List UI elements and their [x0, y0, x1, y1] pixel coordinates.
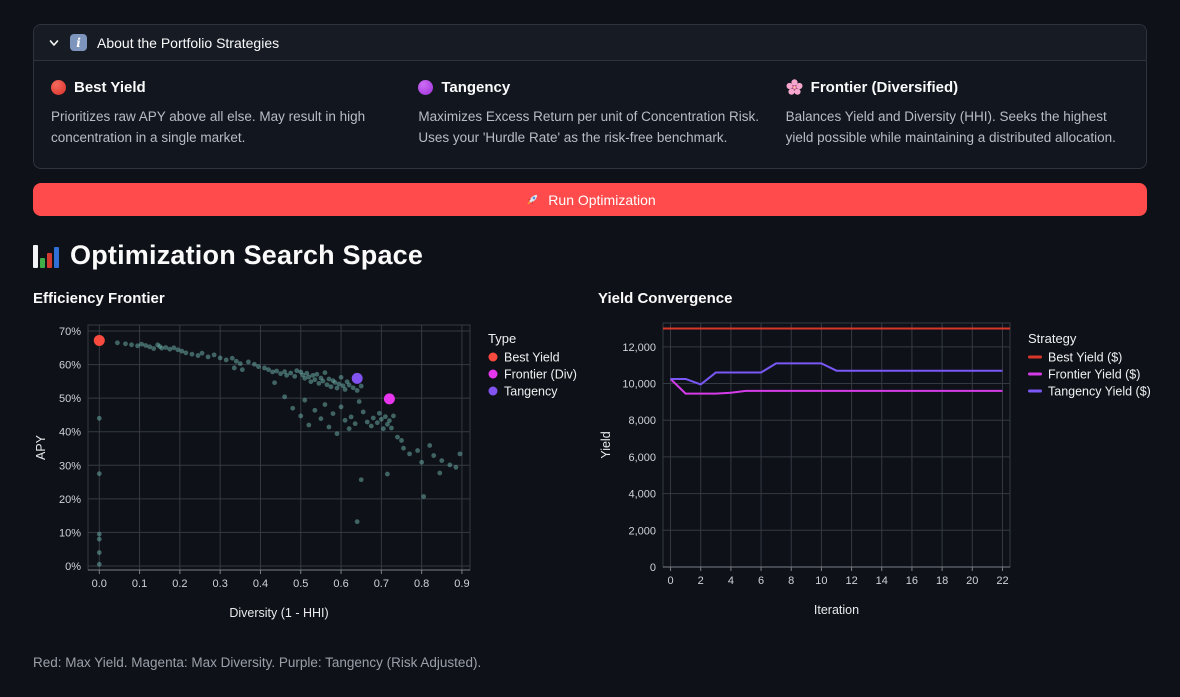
svg-text:60%: 60% [59, 360, 81, 372]
svg-text:0.1: 0.1 [132, 578, 147, 590]
svg-text:Strategy: Strategy [1028, 331, 1077, 346]
svg-text:Frontier (Div): Frontier (Div) [504, 368, 577, 382]
svg-text:Best Yield ($): Best Yield ($) [1048, 351, 1122, 365]
caption: Red: Max Yield. Magenta: Max Diversity. … [33, 655, 482, 670]
svg-text:50%: 50% [59, 393, 81, 405]
chevron-down-icon [48, 37, 60, 49]
svg-text:0%: 0% [65, 561, 81, 573]
svg-text:22: 22 [996, 575, 1008, 587]
rocket-icon [524, 192, 540, 208]
strategy-columns: Best Yield Prioritizes raw APY above all… [34, 61, 1146, 168]
svg-text:Best Yield: Best Yield [504, 351, 560, 365]
strategy-description: Prioritizes raw APY above all else. May … [51, 109, 366, 145]
svg-text:20%: 20% [59, 494, 81, 506]
run-button-label: Run Optimization [548, 191, 656, 208]
svg-text:0.2: 0.2 [172, 578, 187, 590]
svg-text:8: 8 [788, 575, 794, 587]
svg-text:Type: Type [488, 331, 516, 346]
yield-convergence-chart[interactable]: 0 2 4 6 8 10 12 14 16 18 20 22 0 2,000 4,000 6,000 8,000… [598, 318, 1173, 648]
svg-text:6,000: 6,000 [628, 452, 656, 464]
about-expander: i About the Portfolio Strategies Best Yi… [33, 24, 1147, 170]
strategy-title: Tangency [441, 79, 511, 96]
strategy-column-frontier: Frontier (Diversified) Balances Yield an… [786, 77, 1129, 148]
svg-text:12,000: 12,000 [622, 342, 656, 354]
strategy-column-tangency: Tangency Maximizes Excess Return per uni… [418, 77, 761, 148]
svg-text:0: 0 [667, 575, 673, 587]
svg-text:0.3: 0.3 [213, 578, 228, 590]
svg-text:Diversity (1 - HHI): Diversity (1 - HHI) [229, 606, 328, 620]
strategy-title: Best Yield [74, 79, 146, 96]
svg-text:10,000: 10,000 [622, 379, 656, 391]
svg-text:0.4: 0.4 [253, 578, 268, 590]
svg-text:2,000: 2,000 [628, 525, 656, 537]
svg-text:20: 20 [966, 575, 978, 587]
svg-text:APY: APY [34, 434, 48, 460]
strategy-column-best-yield: Best Yield Prioritizes raw APY above all… [51, 77, 394, 148]
page-title-text: Optimization Search Space [70, 240, 424, 270]
info-icon: i [70, 34, 87, 51]
red-circle-icon [51, 80, 66, 95]
efficiency-frontier-title: Efficiency Frontier [33, 290, 165, 307]
svg-text:6: 6 [758, 575, 764, 587]
svg-text:10: 10 [815, 575, 827, 587]
svg-text:70%: 70% [59, 326, 81, 338]
svg-text:0.0: 0.0 [92, 578, 107, 590]
svg-text:8,000: 8,000 [628, 415, 656, 427]
svg-text:0.9: 0.9 [454, 578, 469, 590]
svg-text:40%: 40% [59, 427, 81, 439]
svg-text:Iteration: Iteration [814, 603, 859, 617]
bar-chart-icon [33, 244, 59, 268]
svg-text:4,000: 4,000 [628, 489, 656, 501]
svg-text:Yield: Yield [599, 431, 613, 458]
svg-text:18: 18 [936, 575, 948, 587]
svg-text:10%: 10% [59, 527, 81, 539]
svg-text:0.8: 0.8 [414, 578, 429, 590]
expander-title: About the Portfolio Strategies [97, 34, 280, 51]
about-expander-header[interactable]: i About the Portfolio Strategies [34, 25, 1146, 61]
svg-text:2: 2 [698, 575, 704, 587]
cherry-blossom-icon [786, 79, 803, 96]
purple-circle-icon [418, 80, 434, 95]
efficiency-frontier-chart[interactable]: 0.0 0.1 0.2 0.3 0.4 0.5 0.6 0.7 0.8 0.9 0% 10% 20% 30… [33, 318, 588, 648]
svg-text:16: 16 [906, 575, 918, 587]
svg-text:30%: 30% [59, 460, 81, 472]
yield-convergence-title: Yield Convergence [598, 290, 733, 307]
svg-text:0: 0 [650, 562, 656, 574]
svg-text:Tangency Yield ($): Tangency Yield ($) [1048, 385, 1151, 399]
page-title: Optimization Search Space [33, 240, 423, 271]
svg-text:12: 12 [845, 575, 857, 587]
svg-text:Tangency: Tangency [504, 385, 558, 399]
svg-text:14: 14 [876, 575, 888, 587]
strategy-description: Balances Yield and Diversity (HHI). Seek… [785, 109, 1116, 145]
svg-text:0.5: 0.5 [293, 578, 308, 590]
svg-text:Frontier Yield ($): Frontier Yield ($) [1048, 368, 1140, 382]
svg-text:0.6: 0.6 [333, 578, 348, 590]
run-optimization-button[interactable]: Run Optimization [33, 183, 1147, 216]
strategy-description: Maximizes Excess Return per unit of Conc… [418, 109, 759, 145]
svg-text:0.7: 0.7 [374, 578, 389, 590]
strategy-title: Frontier (Diversified) [810, 79, 959, 96]
svg-text:4: 4 [728, 575, 734, 587]
